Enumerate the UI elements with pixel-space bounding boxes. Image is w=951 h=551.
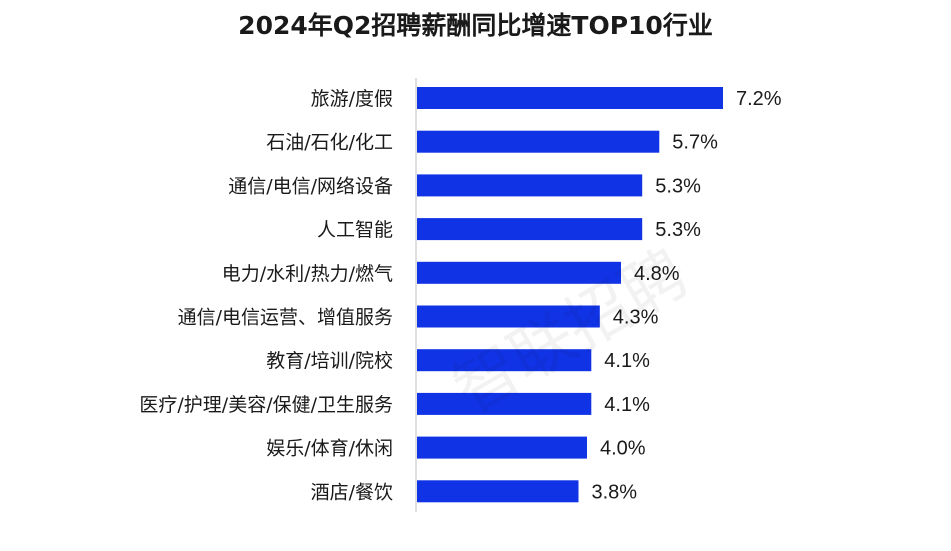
category-label-2: 石油/石化/化工 (266, 132, 393, 154)
category-label-5: 电力/水利/热力/燃气 (222, 263, 393, 285)
bar-3 (417, 174, 643, 197)
bar-4 (417, 218, 643, 241)
bar-1 (417, 87, 723, 109)
category-label-10: 酒店/餐饮 (311, 481, 393, 503)
value-label-6: 4.3% (613, 307, 659, 329)
chart-title: 2024年Q2招聘薪酬同比增速TOP10行业 (238, 11, 713, 40)
bar-2 (417, 130, 660, 153)
value-label-7: 4.1% (604, 350, 650, 372)
bar-9 (417, 436, 587, 459)
category-label-9: 娱乐/体育/休闲 (266, 438, 393, 460)
category-label-7: 教育/培训/院校 (266, 350, 393, 372)
labels-layer: 旅游/度假 7.2% 石油/石化/化工 5.7% 通信/电信/网络设备 5.3% 人工智能 5… (139, 88, 781, 503)
bar-10 (417, 480, 579, 503)
bar-7 (417, 349, 592, 372)
bar-5 (417, 261, 621, 284)
value-label-8: 4.1% (604, 394, 650, 416)
category-label-4: 人工智能 (317, 219, 393, 241)
value-label-2: 5.7% (672, 132, 718, 154)
value-label-10: 3.8% (592, 481, 638, 503)
value-label-4: 5.3% (655, 219, 701, 241)
value-label-1: 7.2% (736, 88, 782, 110)
value-label-3: 5.3% (655, 175, 701, 197)
category-label-1: 旅游/度假 (311, 88, 393, 110)
value-label-9: 4.0% (600, 438, 646, 460)
category-label-6: 通信/电信运营、增值服务 (178, 307, 393, 329)
bars-layer (417, 87, 723, 503)
value-label-5: 4.8% (634, 263, 680, 285)
category-label-3: 通信/电信/网络设备 (228, 175, 393, 197)
category-label-8: 医疗/护理/美容/保健/卫生服务 (139, 394, 393, 416)
bar-6 (417, 305, 600, 328)
bar-8 (417, 392, 592, 415)
